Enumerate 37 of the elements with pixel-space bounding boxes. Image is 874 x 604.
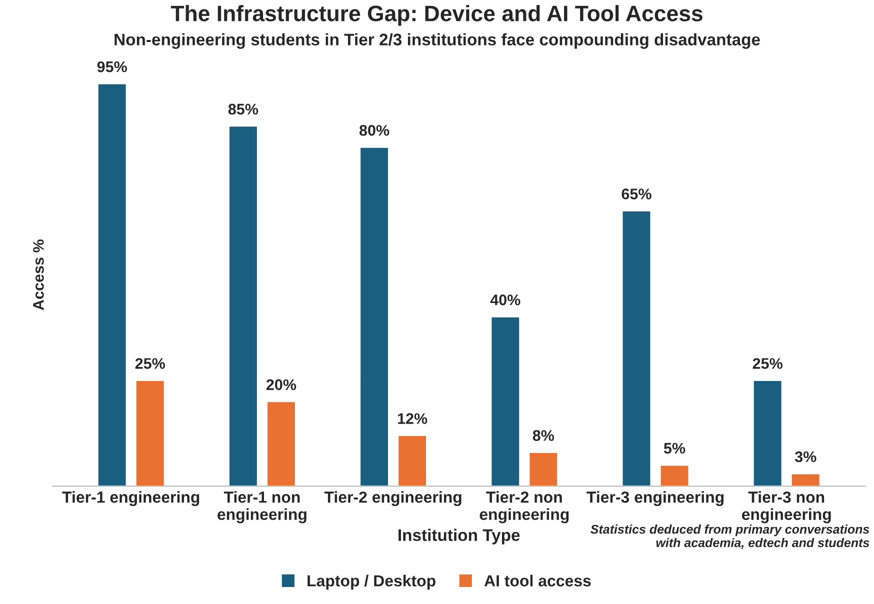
x-tick-label: Tier-2 engineering <box>324 491 462 506</box>
bar <box>96 82 128 486</box>
x-tick-label: Tier-3 engineering <box>586 491 724 506</box>
chart-subtitle: Non-engineering students in Tier 2/3 institutions face compounding disadvantage <box>114 33 760 49</box>
data-label: 3% <box>794 451 816 462</box>
data-label: 85% <box>228 104 258 115</box>
bar <box>490 316 521 486</box>
data-label: 8% <box>532 430 554 441</box>
x-axis-title: Institution Type <box>398 528 520 544</box>
data-label: 65% <box>622 188 652 200</box>
bar <box>359 146 390 486</box>
data-label: 12% <box>398 413 428 424</box>
bar <box>397 434 428 486</box>
data-label: 80% <box>359 124 390 136</box>
bar <box>228 125 258 486</box>
y-axis-title: Access % <box>33 240 44 310</box>
bar <box>752 380 783 486</box>
chart-title: The Infrastructure Gap: Device and AI Tool Access <box>170 5 702 26</box>
bar <box>659 464 690 486</box>
data-label: 5% <box>664 442 686 454</box>
x-tick-label: Tier-2 non engineering <box>480 491 569 524</box>
data-label: 20% <box>266 379 296 390</box>
legend-label: Laptop / Desktop <box>308 574 436 590</box>
bar <box>528 452 559 486</box>
data-label: 25% <box>135 358 165 369</box>
text: Statistics deduced from primary conversations with academia, edtech and students <box>590 524 870 549</box>
x-tick-label: Tier-1 non engineering <box>218 491 306 524</box>
bar <box>621 210 652 486</box>
data-label: 95% <box>97 61 127 72</box>
data-label: 25% <box>752 358 782 369</box>
data-label: 40% <box>490 294 520 306</box>
x-tick-label: Tier-3 non engineering <box>742 491 831 524</box>
bar <box>266 400 296 486</box>
bar <box>790 472 821 486</box>
x-tick-label: Tier-1 engineering <box>62 491 200 506</box>
bar <box>134 380 166 486</box>
legend-label: AI tool access <box>484 574 591 586</box>
